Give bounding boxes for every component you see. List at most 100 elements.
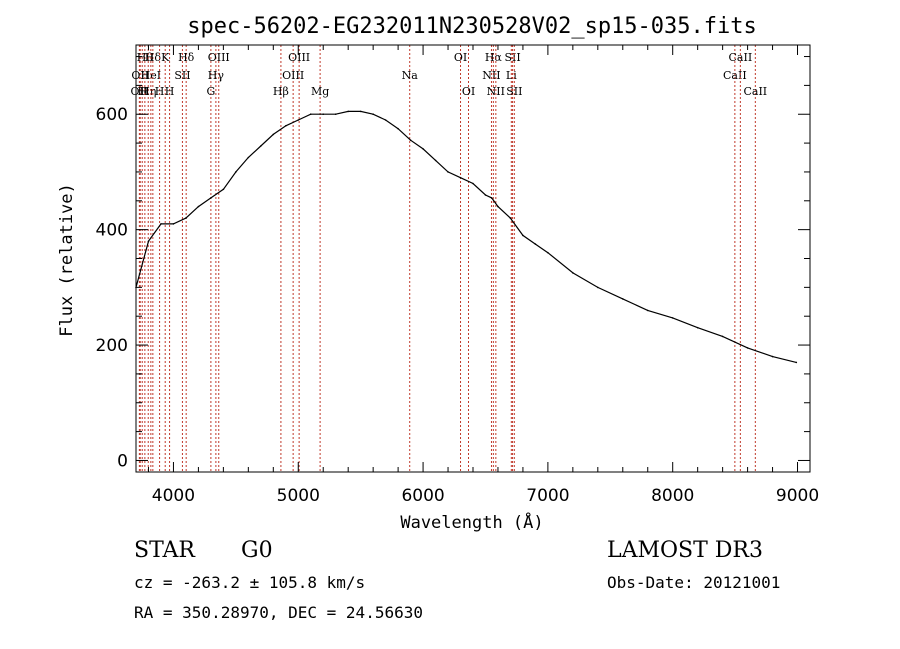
y-axis: 0 200 400 600 xyxy=(96,56,810,471)
data-point xyxy=(272,133,275,136)
line-marker-label: H xyxy=(137,85,147,98)
data-point xyxy=(447,171,449,173)
line-marker-label: Hγ xyxy=(208,69,225,82)
data-point xyxy=(247,156,250,159)
data-point xyxy=(359,110,362,113)
line-marker-label: SII xyxy=(506,85,522,98)
data-point xyxy=(572,272,574,274)
data-point xyxy=(322,113,325,115)
data-point xyxy=(384,119,387,121)
data-point xyxy=(434,159,437,162)
data-point xyxy=(297,119,300,121)
x-axis: 4000 5000 6000 7000 8000 9000 xyxy=(147,45,819,506)
data-point xyxy=(696,326,699,329)
line-marker-label: Hα xyxy=(485,51,503,64)
data-point xyxy=(222,188,225,191)
line-marker-label: SII xyxy=(174,69,190,82)
ra-dec-coordinates: RA = 350.28970, DEC = 24.56630 xyxy=(134,603,423,622)
data-point xyxy=(172,223,175,225)
line-marker-label: G xyxy=(206,85,215,98)
line-marker-label: Li xyxy=(506,69,517,82)
data-point xyxy=(210,197,212,199)
data-point xyxy=(397,127,399,130)
plot-frame xyxy=(135,44,811,473)
data-point xyxy=(746,347,749,349)
series-line xyxy=(135,110,797,363)
series-layer xyxy=(135,110,798,364)
line-marker-label: Hδ xyxy=(178,51,195,64)
object-subclass: G0 xyxy=(241,538,273,563)
data-point xyxy=(534,243,537,245)
data-point xyxy=(235,171,237,173)
data-point xyxy=(484,194,487,196)
data-point xyxy=(622,298,624,300)
line-marker-label: HeI xyxy=(141,69,161,82)
observation-date: Obs-Date: 20121001 xyxy=(607,573,781,592)
line-marker-label: OIII xyxy=(208,51,230,64)
x-tick-label: 5000 xyxy=(277,486,320,506)
data-point xyxy=(459,176,462,179)
x-tick-label: 4000 xyxy=(152,486,195,506)
line-marker-label: NII xyxy=(487,85,505,98)
data-point xyxy=(160,223,162,225)
data-point xyxy=(334,113,337,115)
data-point xyxy=(422,148,424,150)
object-class: STAR xyxy=(134,538,195,563)
line-marker-label: CaII xyxy=(743,85,767,98)
y-tick-label: 0 xyxy=(117,451,128,471)
data-point xyxy=(185,217,187,219)
data-point xyxy=(522,234,524,237)
data-point xyxy=(597,286,599,289)
data-point xyxy=(490,197,493,199)
chart-title: spec-56202-EG232011N230528V02_sp15-035.f… xyxy=(187,14,757,39)
line-marker-label: H xyxy=(155,85,165,98)
x-tick-label: 6000 xyxy=(401,486,444,506)
data-point xyxy=(309,113,312,115)
data-point xyxy=(721,335,724,338)
y-tick-label: 600 xyxy=(96,105,128,125)
line-marker-label: Hθ xyxy=(137,51,154,64)
data-point xyxy=(509,217,512,219)
line-marker-label: K xyxy=(161,51,170,64)
data-point xyxy=(671,317,674,319)
data-point xyxy=(197,205,200,208)
survey-name: LAMOST DR3 xyxy=(607,538,763,563)
x-tick-label: 7000 xyxy=(526,486,569,506)
line-marker-label: OIII xyxy=(288,51,310,64)
data-point xyxy=(347,110,350,113)
line-marker-label: H xyxy=(165,85,175,98)
line-marker-label: Hβ xyxy=(273,85,289,98)
x-axis-label: Wavelength (Å) xyxy=(400,511,543,533)
x-tick-label: 9000 xyxy=(776,486,819,506)
spectral-line-markers: OIIOIIHHθHηHeIHδHKHSIIHδGHγOIIIHβOIIIOII… xyxy=(131,45,767,472)
line-marker-label: NII xyxy=(482,69,500,82)
line-marker-label: OIII xyxy=(282,69,304,82)
data-point xyxy=(646,309,649,312)
line-marker-label: Na xyxy=(402,69,419,82)
y-tick-label: 200 xyxy=(96,336,128,356)
line-marker-label: OI xyxy=(462,85,475,98)
line-marker-label: OII xyxy=(131,85,149,98)
line-marker-label: OI xyxy=(454,51,467,64)
line-marker-label: CaII xyxy=(723,69,747,82)
line-marker-label: SII xyxy=(504,51,520,64)
data-point xyxy=(372,113,374,115)
redshift-cz: cz = -263.2 ± 105.8 km/s xyxy=(134,573,366,592)
data-point xyxy=(547,251,549,254)
y-axis-label: Flux (relative) xyxy=(57,183,77,337)
data-point xyxy=(497,205,499,208)
line-marker-label: CaII xyxy=(729,51,753,64)
data-point xyxy=(771,355,774,358)
data-point xyxy=(472,182,474,185)
data-point xyxy=(285,125,287,127)
line-marker-label: Hδ xyxy=(145,51,162,64)
data-point xyxy=(795,361,798,364)
x-tick-label: 8000 xyxy=(651,486,694,506)
line-marker-label: Hη xyxy=(140,85,156,98)
data-point xyxy=(147,240,150,242)
data-point xyxy=(409,139,412,141)
y-tick-label: 400 xyxy=(96,221,128,241)
line-marker-label: Mg xyxy=(311,85,329,98)
data-point xyxy=(260,145,262,147)
